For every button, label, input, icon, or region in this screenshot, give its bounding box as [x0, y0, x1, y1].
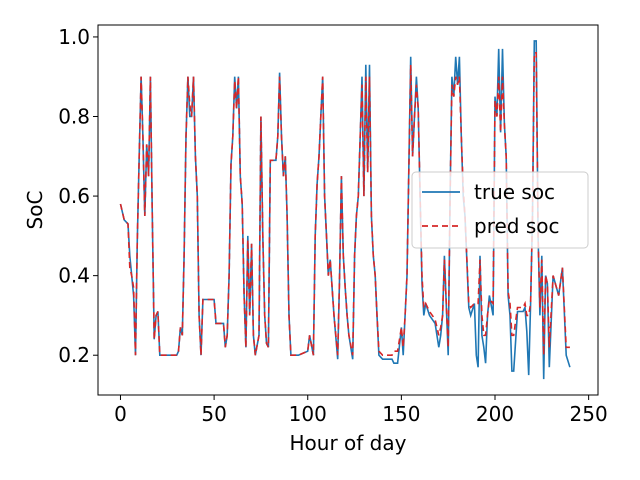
x-tick-label: 0: [114, 402, 127, 426]
x-axis-label: Hour of day: [290, 431, 407, 455]
x-tick-label: 200: [476, 402, 514, 426]
series-line: [119, 52, 570, 356]
legend-box: [411, 171, 589, 249]
y-tick-label: 0.2: [58, 343, 90, 367]
x-tick-label: 50: [201, 402, 226, 426]
y-tick-label: 0.6: [58, 184, 90, 208]
legend-label: true soc: [474, 180, 555, 204]
legend-label: pred soc: [474, 214, 560, 238]
y-tick-label: 0.4: [58, 264, 90, 288]
x-tick-label: 150: [382, 402, 420, 426]
y-tick-label: 1.0: [58, 25, 90, 49]
x-tick-label: 250: [570, 402, 608, 426]
x-tick-label: 100: [289, 402, 327, 426]
y-tick-label: 0.8: [58, 105, 90, 129]
y-axis-label: SoC: [23, 191, 47, 230]
plot-frame: [97, 24, 599, 396]
